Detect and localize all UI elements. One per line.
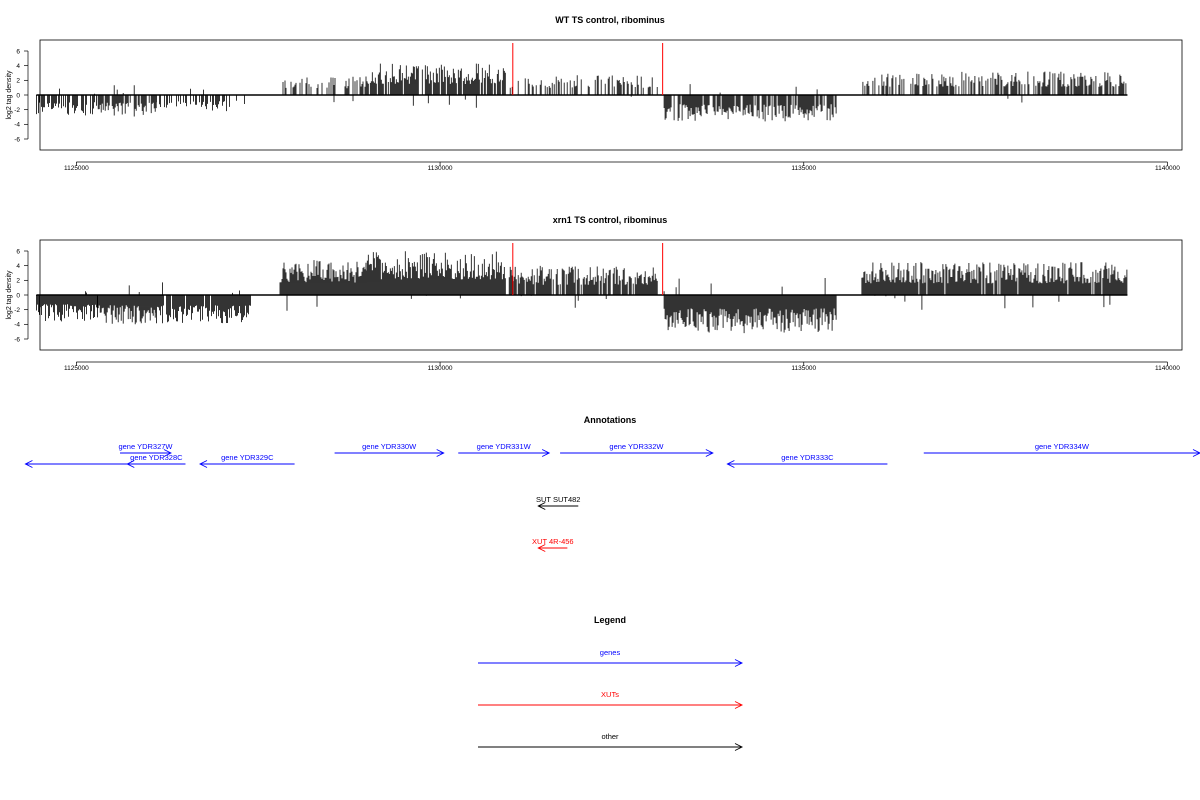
y-tick-label: 2: [16, 78, 20, 85]
signal-bar-path: [36, 251, 1128, 334]
signal-bar-path: [36, 63, 1127, 122]
wt-panel-title: WT TS control, ribominus: [555, 15, 665, 25]
xrn1-y-axis: 6 4 2 0 -2 -4 -6: [14, 248, 29, 343]
y-tick-label: -4: [14, 122, 20, 129]
arrowhead-icon: [1192, 449, 1200, 457]
feature-label: gene YDR330W: [362, 442, 417, 451]
arrowhead-icon: [24, 460, 33, 468]
y-tick-label: 0: [16, 92, 20, 99]
x-tick-label: 1125000: [64, 165, 89, 172]
y-tick-label: -2: [14, 107, 20, 114]
arrowhead-icon: [537, 502, 546, 510]
feature-label: gene YDR327W: [118, 442, 173, 451]
feature-label: SUT SUT482: [536, 495, 580, 504]
feature-label: XUT 4R-456: [532, 537, 574, 546]
x-tick-label: 1140000: [1155, 165, 1180, 172]
arrowhead-icon: [199, 460, 208, 468]
y-tick-label: 2: [16, 278, 20, 285]
wt-signal-bars: [36, 63, 1127, 122]
arrowhead-icon: [537, 544, 546, 552]
arrowhead-icon: [163, 449, 172, 457]
feature-label: gene YDR328C: [130, 453, 183, 462]
x-tick-label: 1130000: [428, 165, 453, 172]
xrn1-panel-title: xrn1 TS control, ribominus: [553, 215, 668, 225]
arrowhead-icon: [541, 449, 551, 457]
feature-label: gene YDR329C: [221, 453, 274, 462]
wt-y-axis-label: log2 tag density: [6, 70, 13, 120]
xrn1-y-axis-label: log2 tag density: [6, 270, 13, 320]
feature: XUT 4R-456: [532, 537, 574, 552]
legend-item: genes: [478, 648, 744, 667]
feature-label: gene YDR332W: [609, 442, 664, 451]
feature-list: gene YDR327W gene YDR328C gene YDR329C gene…: [24, 442, 1200, 552]
x-tick-label: 1135000: [791, 365, 816, 372]
x-tick-label: 1140000: [1155, 365, 1180, 372]
feature-label: gene YDR334W: [1035, 442, 1090, 451]
x-tick-label: 1135000: [791, 165, 816, 172]
y-tick-label: -4: [14, 322, 20, 329]
wt-markers: [512, 43, 664, 95]
arrowhead-icon: [705, 449, 714, 457]
xrn1-x-axis: 1125000 1130000 1135000 1140000: [64, 361, 1180, 372]
xrn1-signal-bars: [36, 251, 1128, 334]
feature: SUT SUT482: [536, 495, 580, 510]
y-tick-label: -2: [14, 307, 20, 314]
feature: gene YDR327W: [118, 442, 173, 457]
y-tick-label: -6: [14, 336, 20, 343]
wt-panel: WT TS control, ribominus log2 tag densit…: [6, 15, 1183, 172]
feature: gene YDR331W: [458, 442, 551, 457]
feature: gene YDR333C: [726, 453, 888, 468]
feature: gene YDR329C: [199, 453, 295, 468]
arrowhead-icon: [734, 701, 744, 709]
y-tick-label: 4: [16, 63, 20, 70]
arrowhead-icon: [734, 743, 744, 751]
xrn1-panel: xrn1 TS control, ribominus log2 tag dens…: [6, 215, 1183, 372]
y-tick-label: 0: [16, 292, 20, 299]
legend-label: other: [601, 732, 619, 741]
x-tick-label: 1130000: [428, 365, 453, 372]
x-tick-label: 1125000: [64, 365, 89, 372]
legend: Legend genes XUTs other: [478, 615, 744, 751]
arrowhead-icon: [126, 460, 135, 468]
wt-x-axis: 1125000 1130000 1135000 1140000: [64, 161, 1180, 172]
y-tick-label: 4: [16, 263, 20, 270]
y-tick-label: 6: [16, 248, 20, 255]
arrowhead-icon: [436, 449, 445, 457]
feature: gene YDR330W: [334, 442, 445, 457]
wt-y-axis: 6 4 2 0 -2 -4 -6: [14, 48, 29, 143]
y-tick-label: -6: [14, 136, 20, 143]
feature: gene YDR328C: [126, 453, 186, 468]
y-tick-label: 6: [16, 48, 20, 55]
annotations-title: Annotations: [584, 415, 637, 425]
feature: gene YDR332W: [560, 442, 714, 457]
legend-item: other: [478, 732, 744, 751]
feature: gene YDR334W: [923, 442, 1200, 457]
xrn1-markers: [512, 243, 664, 295]
legend-label: XUTs: [601, 690, 619, 699]
legend-title: Legend: [594, 615, 626, 625]
feature-label: gene YDR333C: [781, 453, 834, 462]
legend-label: genes: [600, 648, 621, 657]
feature-label: gene YDR331W: [477, 442, 532, 451]
legend-items: genes XUTs other: [478, 648, 744, 751]
arrowhead-icon: [726, 460, 735, 468]
arrowhead-icon: [734, 659, 744, 667]
legend-item: XUTs: [478, 690, 744, 709]
